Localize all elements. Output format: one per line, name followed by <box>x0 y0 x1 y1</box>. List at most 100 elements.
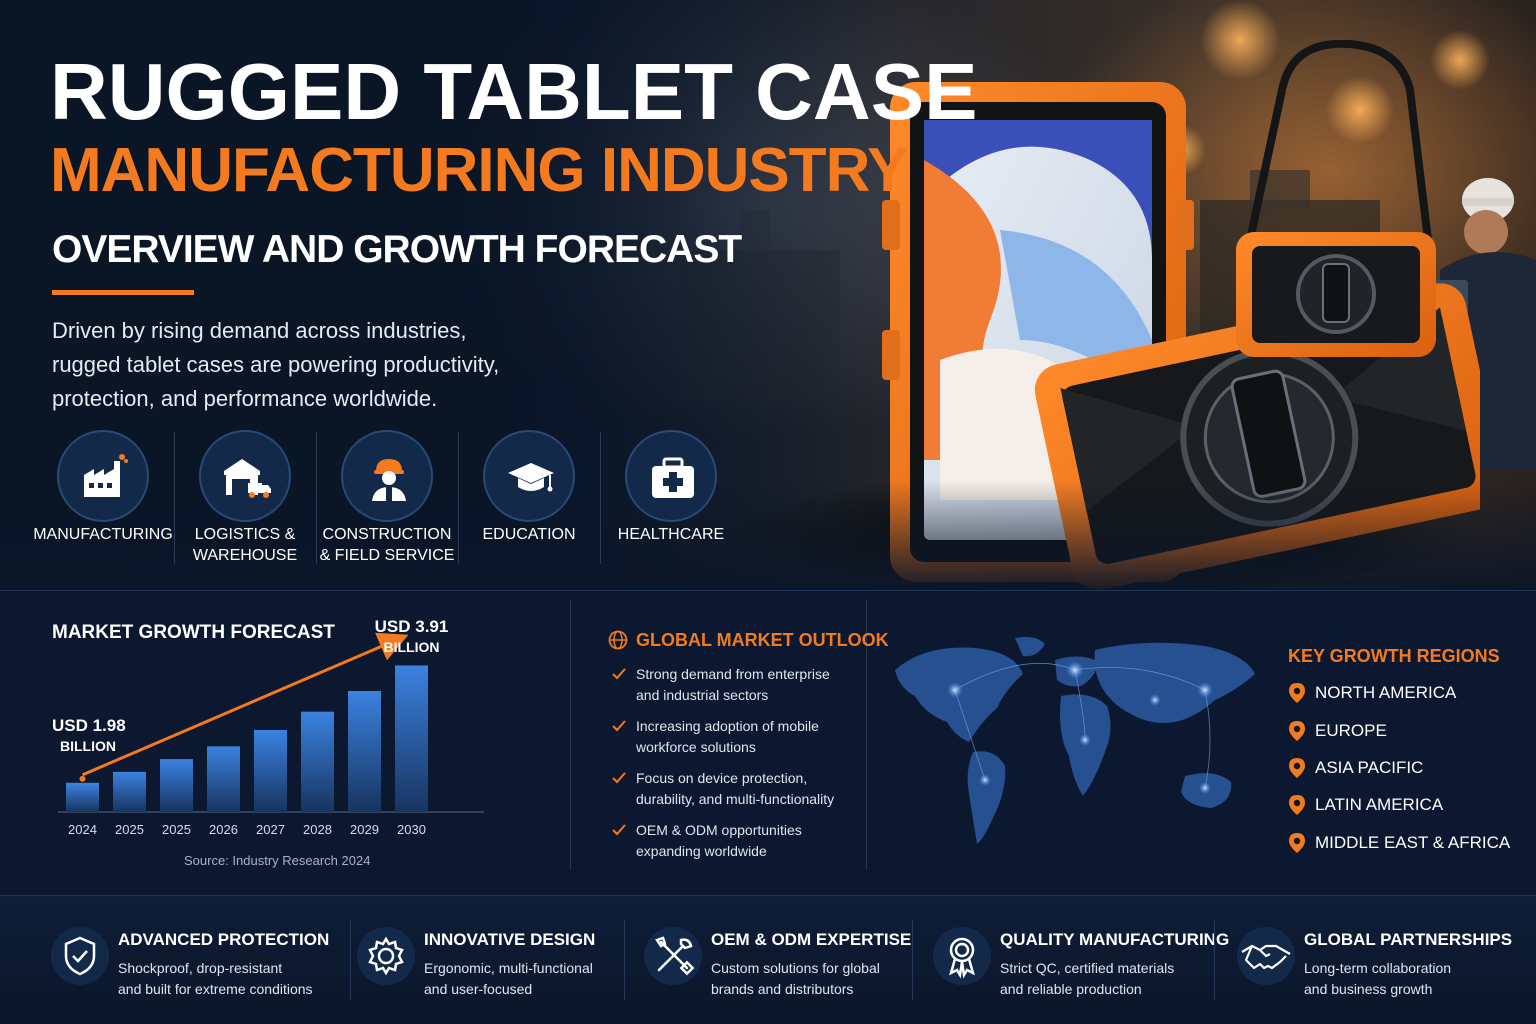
chart-bar <box>160 759 193 812</box>
divider <box>1214 920 1215 1000</box>
location-pin-icon <box>1289 833 1305 853</box>
features-bar: ADVANCED PROTECTION Shockproof, drop-res… <box>0 895 1536 1024</box>
feature-desc: Strict QC, certified materials and relia… <box>1000 960 1175 997</box>
divider <box>624 920 625 1000</box>
graduation-cap-icon <box>508 463 554 492</box>
check-icon <box>612 824 626 836</box>
chart-tick-label: 2028 <box>303 822 332 837</box>
divider <box>912 920 913 1000</box>
feature-desc: Custom solutions for global brands and d… <box>711 960 880 997</box>
tools-icon <box>644 927 702 985</box>
divider <box>866 600 867 870</box>
feature-oem-odm: OEM & ODM EXPERTISE Custom solutions for… <box>643 896 911 1024</box>
feature-desc: Long-term collaboration and business gro… <box>1304 960 1452 997</box>
globe-icon <box>608 630 628 650</box>
check-icon <box>612 720 626 732</box>
feature-title: GLOBAL PARTNERSHIPS <box>1304 930 1513 949</box>
chart-bar <box>207 746 240 812</box>
chart-tick-label: 2025 <box>162 822 191 837</box>
chart-bar <box>348 691 381 812</box>
outlook-list: Strong demand from enterprise and indust… <box>610 664 850 872</box>
feature-global-partnerships: GLOBAL PARTNERSHIPS Long-term collaborat… <box>1236 896 1516 1024</box>
outlook-item-text: Focus on device protection, durability, … <box>636 770 835 807</box>
award-badge-icon <box>933 927 991 985</box>
feature-title: ADVANCED PROTECTION <box>118 930 330 949</box>
start-value-label: USD 1.98 <box>52 716 126 735</box>
check-icon <box>612 772 626 784</box>
outlook-title: GLOBAL MARKET OUTLOOK <box>636 630 889 650</box>
market-growth-chart: 2024 2025 2025 2026 2027 2028 2029 2030 USD 1.9… <box>52 617 484 837</box>
feature-title: INNOVATIVE DESIGN <box>424 930 596 949</box>
feature-title: OEM & ODM EXPERTISE <box>711 930 912 949</box>
chart-tick-label: 2024 <box>68 822 97 837</box>
check-icon <box>612 668 626 680</box>
rugged-tablet-case-product <box>882 40 1480 590</box>
industry-icon-circle <box>483 430 575 522</box>
region-label: LATIN AMERICA <box>1315 795 1444 814</box>
start-unit-label: BILLION <box>60 738 116 754</box>
chart-bar <box>113 771 146 812</box>
intro-text: Driven by rising demand across industrie… <box>52 318 500 411</box>
location-pin-icon <box>1289 721 1305 741</box>
end-unit-label: BILLION <box>384 639 440 655</box>
industries-row: MANUFACTURING LOGISTICS & WAREHOUSE <box>32 428 724 578</box>
chart-tick-label: 2030 <box>397 822 426 837</box>
location-pin-icon <box>1289 758 1305 778</box>
warehouse-truck-icon <box>224 459 271 498</box>
chart-bar <box>301 711 334 812</box>
industry-label: LOGISTICS & WAREHOUSE <box>192 526 298 564</box>
divider <box>458 432 459 564</box>
divider <box>600 432 601 564</box>
industry-manufacturing: MANUFACTURING <box>32 428 174 578</box>
title-line-1: RUGGED TABLET CASE <box>50 47 978 136</box>
medical-kit-icon <box>652 457 694 498</box>
outlook-item-text: Increasing adoption of mobile workforce … <box>636 718 819 755</box>
industry-construction: CONSTRUCTION & FIELD SERVICE <box>316 428 458 578</box>
construction-worker-icon <box>372 459 406 501</box>
outlook-item: Strong demand from enterprise and indust… <box>610 664 850 706</box>
region-label: NORTH AMERICA <box>1315 683 1457 702</box>
start-marker <box>79 775 86 782</box>
chart-title: MARKET GROWTH FORECAST <box>52 622 335 643</box>
outlook-item: Focus on device protection, durability, … <box>610 768 850 810</box>
end-value-label: USD 3.91 <box>375 617 449 636</box>
divider <box>350 920 351 1000</box>
feature-advanced-protection: ADVANCED PROTECTION Shockproof, drop-res… <box>50 896 340 1024</box>
feature-desc: Ergonomic, multi-functional and user-foc… <box>424 960 593 997</box>
location-pin-icon <box>1289 795 1305 815</box>
divider <box>316 432 317 564</box>
outlook-item-text: Strong demand from enterprise and indust… <box>636 666 830 703</box>
chart-tick-label: 2029 <box>350 822 379 837</box>
shield-check-icon <box>51 927 109 985</box>
chart-bar <box>254 729 287 812</box>
growth-trend-arrow <box>81 632 409 777</box>
gear-icon <box>357 927 415 985</box>
outlook-item: Increasing adoption of mobile workforce … <box>610 716 850 758</box>
industry-label: HEALTHCARE <box>617 526 725 543</box>
feature-innovative-design: INNOVATIVE DESIGN Ergonomic, multi-funct… <box>356 896 616 1024</box>
region-label: ASIA PACIFIC <box>1315 758 1424 777</box>
industry-label: CONSTRUCTION & FIELD SERVICE <box>319 526 455 564</box>
industry-icon-circle <box>341 430 433 522</box>
chart-tick-label: 2027 <box>256 822 285 837</box>
title-accent-rule <box>52 290 194 295</box>
divider <box>174 432 175 564</box>
outlook-item-text: OEM & ODM opportunities expanding worldw… <box>636 822 802 859</box>
subtitle: OVERVIEW AND GROWTH FORECAST <box>52 228 742 271</box>
chart-bar <box>395 665 428 812</box>
industry-logistics: LOGISTICS & WAREHOUSE <box>174 428 316 578</box>
industry-icon-circle <box>57 430 149 522</box>
world-map-illustration <box>895 636 1255 844</box>
industry-icon-circle <box>625 430 717 522</box>
divider <box>570 600 571 870</box>
industry-icon-circle <box>199 430 291 522</box>
feature-quality-manufacturing: QUALITY MANUFACTURING Strict QC, certifi… <box>932 896 1229 1024</box>
industry-label: MANUFACTURING <box>33 526 173 543</box>
regions-title: KEY GROWTH REGIONS <box>1288 646 1500 666</box>
feature-title: QUALITY MANUFACTURING <box>1000 930 1230 949</box>
industry-label: EDUCATION <box>482 526 576 543</box>
outlook-item: OEM & ODM opportunities expanding worldw… <box>610 820 850 862</box>
factory-icon <box>84 454 128 497</box>
industry-education: EDUCATION <box>458 428 600 578</box>
